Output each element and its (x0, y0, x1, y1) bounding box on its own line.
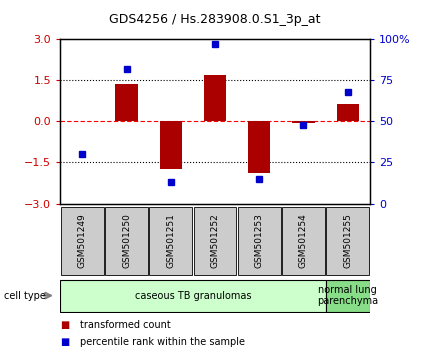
Text: GSM501255: GSM501255 (343, 213, 352, 268)
Bar (326, 280, 370, 312)
Text: normal lung
parenchyma: normal lung parenchyma (317, 285, 378, 307)
Bar (149, 207, 192, 275)
Text: ■: ■ (60, 320, 70, 330)
Bar (282, 207, 325, 275)
Text: GDS4256 / Hs.283908.0.S1_3p_at: GDS4256 / Hs.283908.0.S1_3p_at (109, 13, 321, 26)
Text: GSM501250: GSM501250 (122, 213, 131, 268)
Bar (61, 207, 104, 275)
Text: cell type: cell type (4, 291, 46, 301)
Text: GSM501249: GSM501249 (78, 213, 87, 268)
Bar (204, 75, 226, 121)
Text: ■: ■ (60, 337, 70, 347)
Bar (238, 207, 281, 275)
Bar (60, 280, 326, 312)
Bar (248, 121, 270, 173)
Bar (160, 121, 182, 169)
Text: GSM501253: GSM501253 (255, 213, 264, 268)
Text: caseous TB granulomas: caseous TB granulomas (135, 291, 251, 301)
Text: GSM501252: GSM501252 (211, 213, 219, 268)
Text: percentile rank within the sample: percentile rank within the sample (80, 337, 245, 347)
Bar (116, 84, 138, 121)
Bar (337, 104, 359, 121)
Bar (292, 121, 314, 122)
Bar (194, 207, 236, 275)
Text: GSM501251: GSM501251 (166, 213, 175, 268)
Text: transformed count: transformed count (80, 320, 170, 330)
Bar (326, 207, 369, 275)
Bar (105, 207, 148, 275)
Text: GSM501254: GSM501254 (299, 213, 308, 268)
